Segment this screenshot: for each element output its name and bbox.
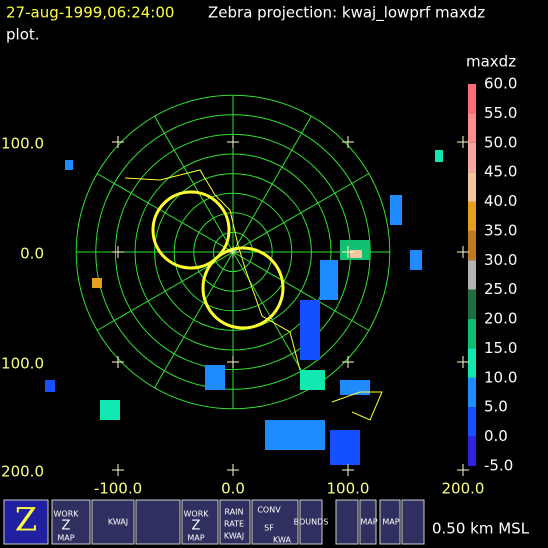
grid-cross <box>112 356 124 368</box>
toolbar-label: Z <box>192 519 201 534</box>
toolbar-label: RATE <box>224 520 244 529</box>
coastline <box>124 169 301 371</box>
colorbar-label: -5.0 <box>484 457 513 475</box>
colorbar-label: 45.0 <box>484 163 517 181</box>
grid-cross <box>227 136 239 148</box>
colorbar-label: 25.0 <box>484 280 517 298</box>
grid-cross <box>342 246 354 258</box>
colorbar-label: 35.0 <box>484 221 517 239</box>
colorbar-label: 30.0 <box>484 251 517 269</box>
grid-cross <box>112 464 124 476</box>
colorbar-swatch <box>468 201 476 231</box>
toolbar-button[interactable] <box>51 499 91 545</box>
timestamp: 27-aug-1999,06:24:00 <box>6 4 174 22</box>
colorbar-label: 55.0 <box>484 104 517 122</box>
colorbar-swatch <box>468 172 476 202</box>
colorbar: 60.0 55.0 50.0 45.0 40.0 35.0 30.0 25.0 20.0 15.0… <box>468 75 517 475</box>
toolbar-button[interactable] <box>359 499 377 545</box>
colorbar-label: 15.0 <box>484 339 517 357</box>
toolbar-label: MAP <box>187 534 204 543</box>
colorbar-swatch <box>468 289 476 320</box>
grid-cross <box>112 246 124 258</box>
toolbar-button[interactable] <box>299 499 323 545</box>
x-tick-label: -100.0 <box>94 480 142 498</box>
grid-cross <box>342 356 354 368</box>
colorbar-swatch <box>468 407 476 437</box>
toolbar-button[interactable] <box>335 499 359 545</box>
grid-cross <box>112 136 124 148</box>
toolbar-label: MAP <box>57 534 74 543</box>
colorbar-title: maxdz <box>466 53 516 71</box>
toolbar-label: MAP <box>382 518 399 527</box>
x-tick-label: 0.0 <box>221 480 245 498</box>
echoes <box>45 150 443 465</box>
colorbar-swatch <box>468 436 476 466</box>
grid-cross <box>342 464 354 476</box>
colorbar-swatch <box>468 260 476 290</box>
grid-cross <box>457 246 469 258</box>
colorbar-label: 5.0 <box>484 398 508 416</box>
title: Zebra projection: kwaj_lowprf maxdz <box>208 4 485 23</box>
y-tick-label: 0.0 <box>20 245 44 263</box>
colorbar-swatch <box>468 113 476 143</box>
colorbar-label: 20.0 <box>484 310 517 328</box>
toolbar-label: KWA <box>273 536 291 545</box>
toolbar-button[interactable] <box>379 499 401 545</box>
colorbar-label: 60.0 <box>484 75 517 93</box>
colorbar-label: 0.0 <box>484 427 508 445</box>
toolbar: WORKZMAPKWAJWORKZMAPRAINRATEKWAJCONVSFKW… <box>3 499 425 545</box>
toolbar-label: WORK <box>53 510 79 519</box>
colorbar-swatch <box>468 377 476 408</box>
toolbar-label: CONV <box>257 506 281 515</box>
toolbar-button[interactable] <box>219 499 251 545</box>
toolbar-button[interactable] <box>181 499 219 545</box>
toolbar-button[interactable] <box>3 499 49 545</box>
grid-cross <box>227 246 239 258</box>
toolbar-button[interactable] <box>91 499 135 545</box>
toolbar-label: BOUNDS <box>294 518 329 527</box>
toolbar-label: Z <box>62 519 71 534</box>
grid-cross <box>457 136 469 148</box>
coastline <box>331 391 383 421</box>
grid-cross <box>457 464 469 476</box>
colorbar-label: 50.0 <box>484 133 517 151</box>
colorbar-swatch <box>468 319 476 349</box>
y-tick-label: 200.0 <box>1 463 44 481</box>
colorbar-label: 10.0 <box>484 368 517 386</box>
toolbar-label: WORK <box>183 510 209 519</box>
toolbar-label: RAIN <box>224 508 243 517</box>
colorbar-swatch <box>468 348 476 378</box>
x-tick-label: 100.0 <box>327 480 370 498</box>
toolbar-button[interactable] <box>401 499 425 545</box>
toolbar-label: SF <box>264 524 274 533</box>
toolbar-button[interactable] <box>251 499 299 545</box>
grid-cross <box>227 356 239 368</box>
altitude-label: 0.50 km MSL <box>432 520 530 538</box>
grid-cross <box>227 464 239 476</box>
grid-cross <box>342 136 354 148</box>
colorbar-label: 40.0 <box>484 192 517 210</box>
y-tick-label: 100.0 <box>1 135 44 153</box>
z-logo: Z <box>15 501 37 539</box>
toolbar-label: KWAJ <box>224 532 244 541</box>
colorbar-swatch <box>468 142 476 173</box>
colorbar-swatch <box>468 84 476 114</box>
x-tick-label: 200.0 <box>442 480 485 498</box>
colorbar-swatch <box>468 230 476 261</box>
toolbar-button[interactable] <box>135 499 181 545</box>
toolbar-label: KWAJ <box>108 518 128 527</box>
grid-cross <box>457 356 469 368</box>
title: plot. <box>6 26 40 44</box>
y-tick-label: 100.0 <box>1 355 44 373</box>
toolbar-label: MAP <box>360 518 377 527</box>
coverage-circles <box>151 190 285 330</box>
